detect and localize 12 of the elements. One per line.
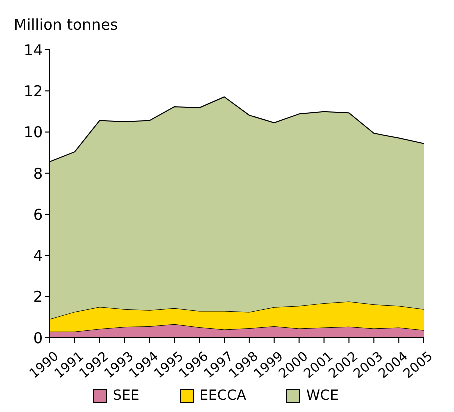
legend-label: SEE	[112, 388, 140, 404]
y-tick-label: 4	[33, 247, 43, 266]
y-tick-label: 2	[33, 288, 43, 306]
y-axis-title: Million tonnes	[14, 16, 118, 34]
legend-label: EECCA	[198, 388, 246, 404]
y-tick-label: 8	[33, 164, 43, 183]
y-tick-label: 6	[33, 206, 43, 224]
y-tick-label: 12	[24, 82, 43, 100]
legend-label: WCE	[305, 388, 339, 404]
y-tick-label: 14	[24, 41, 43, 60]
y-tick-label: 0	[33, 329, 43, 348]
y-tick-label: 10	[24, 124, 43, 142]
